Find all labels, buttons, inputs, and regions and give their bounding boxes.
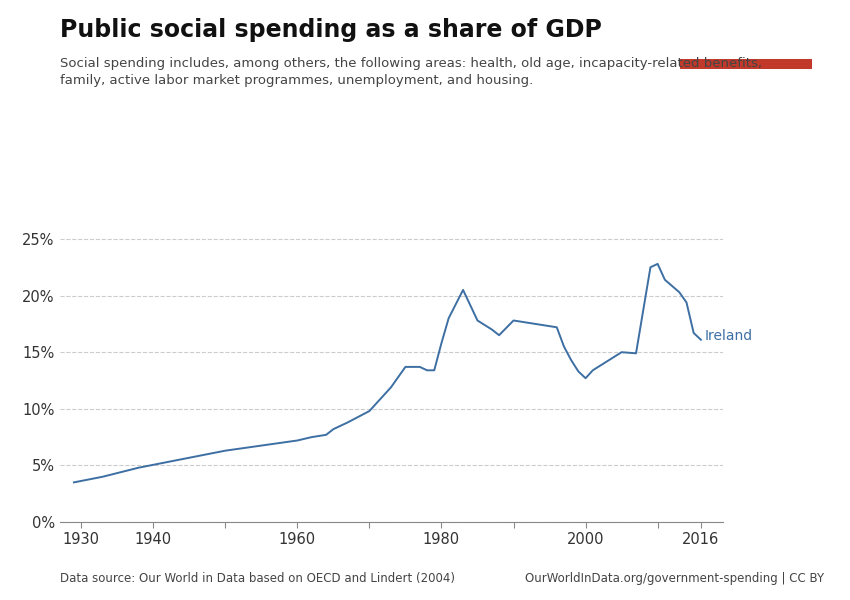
Text: in Data: in Data [721,40,771,53]
Text: OurWorldInData.org/government-spending | CC BY: OurWorldInData.org/government-spending |… [525,572,824,585]
Text: Our World: Our World [711,23,781,36]
Text: Data source: Our World in Data based on OECD and Lindert (2004): Data source: Our World in Data based on … [60,572,455,585]
Text: Ireland: Ireland [705,329,752,343]
Text: Social spending includes, among others, the following areas: health, old age, in: Social spending includes, among others, … [60,57,762,87]
Text: Public social spending as a share of GDP: Public social spending as a share of GDP [60,18,601,42]
Bar [680,59,812,69]
